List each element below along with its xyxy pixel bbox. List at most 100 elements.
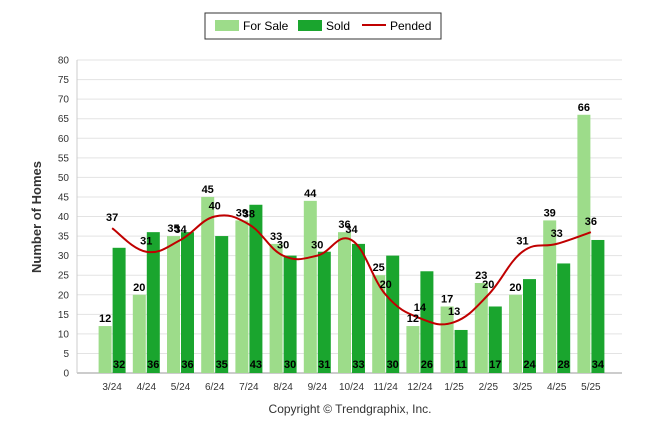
bar-sold xyxy=(557,263,571,373)
bar-for-sale xyxy=(269,243,283,373)
label-for-sale: 66 xyxy=(578,102,590,114)
x-tick-label: 3/25 xyxy=(513,382,533,393)
label-pended: 20 xyxy=(482,279,494,291)
bar-sold xyxy=(317,251,331,373)
y-tick-label: 15 xyxy=(58,310,70,321)
copyright-footer: Copyright © Trendgraphix, Inc. xyxy=(269,402,432,416)
y-tick-label: 75 xyxy=(58,75,70,86)
label-sold: 33 xyxy=(352,359,364,371)
x-tick-label: 4/25 xyxy=(547,382,567,393)
label-for-sale: 20 xyxy=(509,282,521,294)
label-sold: 11 xyxy=(455,359,467,371)
legend-label-pended: Pended xyxy=(390,19,431,33)
label-pended: 31 xyxy=(516,236,528,248)
label-pended: 30 xyxy=(277,240,289,252)
y-tick-label: 45 xyxy=(58,192,70,203)
x-tick-label: 7/24 xyxy=(239,382,259,393)
label-sold: 36 xyxy=(181,359,193,371)
bar-for-sale xyxy=(509,294,522,373)
label-for-sale: 44 xyxy=(304,188,317,200)
y-tick-label: 35 xyxy=(58,232,70,243)
bar-for-sale xyxy=(167,236,180,373)
bar-sold xyxy=(215,236,229,373)
bar-sold xyxy=(181,232,194,373)
label-sold: 36 xyxy=(147,359,159,371)
x-tick-label: 10/24 xyxy=(339,382,364,393)
label-pended: 14 xyxy=(414,302,427,314)
bar-for-sale xyxy=(98,326,112,373)
label-for-sale: 33 xyxy=(270,231,282,243)
y-tick-label: 25 xyxy=(58,271,70,282)
x-tick-labels: 3/24 4/24 5/24 6/24 7/24 8/24 9/24 10/24 11/24 12… xyxy=(102,382,601,393)
label-sold: 17 xyxy=(489,359,501,371)
label-for-sale: 17 xyxy=(441,293,453,305)
bar-for-sale xyxy=(406,326,420,373)
bar-sold xyxy=(523,279,536,373)
bar-for-sale xyxy=(303,200,317,373)
label-for-sale: 20 xyxy=(133,282,145,294)
label-for-sale: 12 xyxy=(407,313,419,325)
label-for-sale: 35 xyxy=(167,223,179,235)
x-tick-label: 8/24 xyxy=(273,382,293,393)
bar-for-sale xyxy=(543,220,557,373)
legend-label-sold: Sold xyxy=(326,19,350,33)
label-pended: 13 xyxy=(448,306,460,318)
y-tick-label: 0 xyxy=(63,369,69,380)
legend-label-for-sale: For Sale xyxy=(243,19,289,33)
label-sold: 43 xyxy=(250,359,262,371)
legend-swatch-for-sale xyxy=(215,20,239,31)
label-sold: 30 xyxy=(387,359,399,371)
label-pended: 30 xyxy=(311,240,323,252)
label-sold: 28 xyxy=(558,359,570,371)
label-pended: 34 xyxy=(174,224,187,236)
y-tick-label: 70 xyxy=(58,95,70,106)
x-tick-label: 6/24 xyxy=(205,382,225,393)
bar-sold xyxy=(112,247,126,373)
label-sold: 32 xyxy=(113,359,125,371)
label-sold: 30 xyxy=(284,359,296,371)
x-tick-label: 2/25 xyxy=(479,382,499,393)
y-tick-label: 40 xyxy=(58,212,70,223)
label-pended: 34 xyxy=(345,224,358,236)
y-tick-label: 10 xyxy=(58,329,70,340)
legend-box xyxy=(204,12,442,40)
bar-for-sale xyxy=(201,196,215,373)
pended-line xyxy=(111,214,592,326)
label-pended: 37 xyxy=(106,212,118,224)
y-tick-labels: 0 5 10 15 20 25 30 35 40 45 50 55 60 65 70 75 80 xyxy=(58,56,70,380)
bar-for-sale xyxy=(132,294,146,373)
bar-sold xyxy=(352,243,365,373)
bar-sold xyxy=(249,204,263,373)
label-for-sale: 12 xyxy=(99,313,111,325)
x-tick-label: 12/24 xyxy=(407,382,432,393)
label-for-sale: 39 xyxy=(236,207,248,219)
bar-sold xyxy=(283,255,297,373)
label-sold: 31 xyxy=(318,359,330,371)
label-pended: 38 xyxy=(243,208,255,220)
label-pended: 36 xyxy=(585,216,597,228)
bars xyxy=(98,114,605,374)
y-tick-label: 80 xyxy=(58,56,70,67)
x-tick-label: 3/24 xyxy=(102,382,122,393)
bar-sold xyxy=(420,271,434,373)
bar-for-sale xyxy=(577,114,591,374)
data-labels: 1232203635364535394333304431363325301226… xyxy=(99,102,605,371)
x-tick-label: 5/24 xyxy=(171,382,191,393)
label-for-sale: 36 xyxy=(338,219,350,231)
label-for-sale: 25 xyxy=(373,262,385,274)
label-sold: 34 xyxy=(592,359,605,371)
pended-line-group xyxy=(111,214,592,326)
y-tick-label: 55 xyxy=(58,153,70,164)
x-tick-label: 11/24 xyxy=(374,382,399,393)
legend-swatch-sold xyxy=(298,20,322,31)
x-tick-label: 4/24 xyxy=(137,382,157,393)
y-tick-label: 5 xyxy=(63,349,69,360)
x-tick-label: 9/24 xyxy=(308,382,328,393)
label-pended: 31 xyxy=(140,236,152,248)
legend: For Sale Sold Pended xyxy=(204,12,442,40)
bar-sold xyxy=(488,306,502,373)
bar-sold xyxy=(386,255,400,373)
x-tick-label: 1/25 xyxy=(444,382,464,393)
